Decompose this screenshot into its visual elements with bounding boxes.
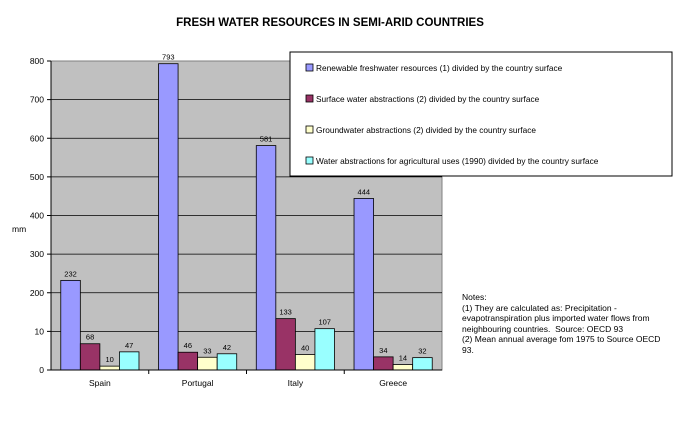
bar-value-label: 32 bbox=[418, 347, 426, 356]
y-tick-label: 400 bbox=[30, 211, 44, 221]
bar bbox=[158, 63, 179, 371]
bars bbox=[60, 63, 433, 371]
bar bbox=[60, 279, 81, 371]
bar-value-label: 47 bbox=[125, 341, 133, 350]
legend-label: Groundwater abstractions (2) divided by … bbox=[316, 125, 536, 135]
bar bbox=[177, 351, 199, 371]
bar-value-label: 444 bbox=[358, 188, 371, 197]
y-axis-ticks: 0 10 200 300 400 500 600 700 800 bbox=[30, 56, 52, 375]
bar-value-label: 68 bbox=[86, 333, 94, 342]
bar bbox=[197, 356, 218, 371]
legend-swatch bbox=[305, 63, 314, 72]
bar-value-label: 232 bbox=[64, 269, 77, 278]
legend-swatch bbox=[305, 156, 314, 165]
bar-value-label: 581 bbox=[260, 135, 273, 144]
bar bbox=[412, 357, 433, 371]
x-tick-label: Portugal bbox=[182, 378, 214, 388]
x-tick-label: Greece bbox=[379, 378, 407, 388]
legend-label: Surface water abstractions (2) divided b… bbox=[316, 94, 540, 104]
y-tick-label: 500 bbox=[30, 172, 44, 182]
bar-value-label: 133 bbox=[279, 308, 292, 317]
x-tick-label: Spain bbox=[89, 378, 111, 388]
legend-swatch bbox=[305, 94, 314, 103]
chart-title: FRESH WATER RESOURCES IN SEMI-ARID COUNT… bbox=[176, 17, 484, 29]
bar-value-labels: 232 68 10 47 793 46 33 42 581 133 40 107 444 34 14 32 bbox=[64, 53, 426, 364]
legend-label: Water abstractions for agricultural uses… bbox=[316, 156, 599, 166]
bar bbox=[99, 365, 120, 371]
legend-swatch bbox=[305, 125, 314, 134]
bar bbox=[275, 318, 296, 371]
y-tick-label: 0 bbox=[39, 365, 44, 375]
legend-label: Renewable freshwater resources (1) divid… bbox=[316, 63, 563, 73]
note-2: (2) Mean annual average fom 1975 to Sour… bbox=[462, 334, 663, 355]
bar bbox=[353, 198, 374, 371]
legend: Renewable freshwater resources (1) divid… bbox=[289, 51, 673, 177]
bar-value-label: 42 bbox=[223, 343, 231, 352]
y-tick-label: 300 bbox=[30, 249, 44, 259]
bar bbox=[373, 356, 394, 371]
notes-heading: Notes: bbox=[462, 292, 487, 302]
bar-value-label: 46 bbox=[184, 341, 192, 350]
bar bbox=[79, 343, 101, 371]
x-tick-label: Italy bbox=[288, 378, 304, 388]
bar-value-label: 40 bbox=[301, 344, 309, 353]
bar bbox=[119, 351, 140, 371]
bar-value-label: 107 bbox=[318, 318, 331, 327]
y-tick-label: 200 bbox=[30, 288, 44, 298]
bar bbox=[216, 353, 238, 371]
bar-value-label: 10 bbox=[105, 355, 113, 364]
y-tick-label: 600 bbox=[30, 133, 44, 143]
bar-value-label: 14 bbox=[399, 354, 407, 363]
bar bbox=[255, 145, 277, 371]
bar-value-label: 793 bbox=[162, 53, 175, 62]
bar-value-label: 33 bbox=[203, 346, 211, 355]
note-1: (1) They are calculated as: Precipitatio… bbox=[462, 302, 652, 334]
bar bbox=[392, 364, 414, 371]
bar bbox=[314, 328, 335, 371]
notes-block: Notes: (1) They are calculated as: Preci… bbox=[462, 292, 672, 355]
y-axis-label: mm bbox=[12, 224, 26, 234]
x-axis-ticks: Spain Portugal Italy Greece bbox=[51, 369, 442, 388]
bar-value-label: 34 bbox=[379, 346, 387, 355]
y-tick-label: 700 bbox=[30, 95, 44, 105]
legend-box bbox=[289, 51, 673, 177]
bar bbox=[294, 354, 316, 371]
y-tick-label: 800 bbox=[30, 56, 44, 66]
y-tick-label: 10 bbox=[35, 326, 45, 336]
